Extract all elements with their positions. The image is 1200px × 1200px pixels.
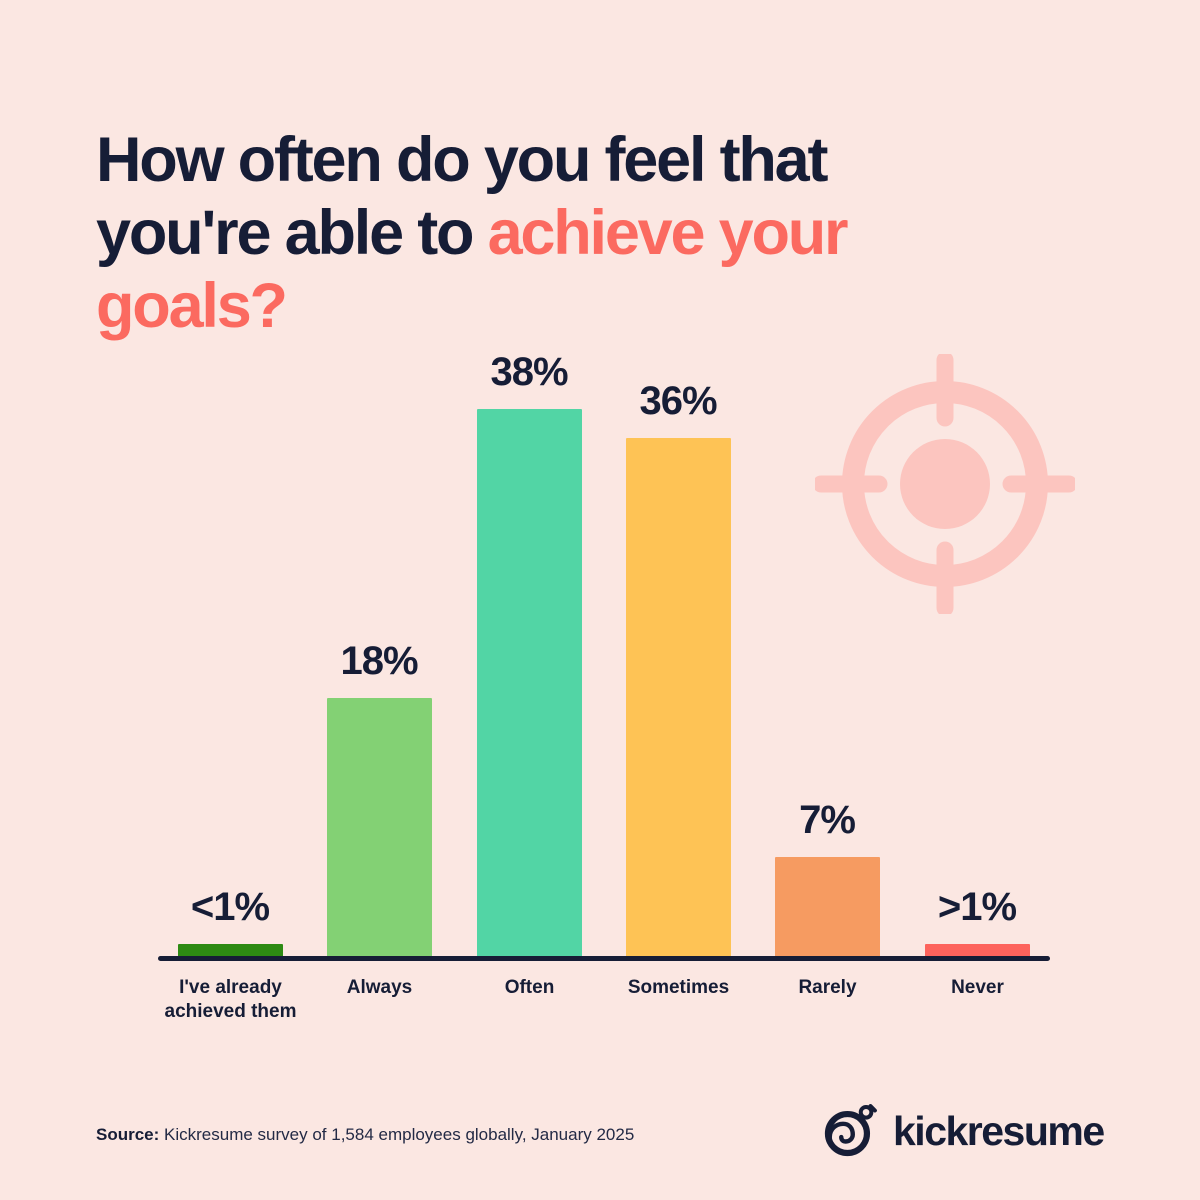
value-label-already-achieved: <1% — [190, 885, 270, 929]
source-text: Kickresume survey of 1,584 employees glo… — [159, 1125, 635, 1144]
category-label-always: Always — [346, 977, 413, 998]
value-label-sometimes: 36% — [639, 379, 717, 423]
bar-already-achieved — [178, 944, 283, 958]
bar-rarely — [775, 857, 880, 958]
kickresume-chameleon-icon — [820, 1101, 882, 1159]
source-label: Source: — [96, 1125, 160, 1144]
target-icon — [812, 351, 1078, 617]
category-label-rarely: Rarely — [798, 977, 857, 998]
value-label-rarely: 7% — [799, 798, 856, 842]
title-line1: How often do you feel that — [96, 125, 828, 196]
bar-often — [477, 409, 582, 958]
page-title: How often do you feel that you're able to… — [96, 124, 1076, 343]
title-line3-accent: goals? — [96, 271, 288, 342]
source-note: Source: Kickresume survey of 1,584 emplo… — [96, 1125, 634, 1145]
category-label-never: Never — [951, 977, 1004, 998]
title-line2-dark: you're able to — [96, 198, 488, 269]
value-label-always: 18% — [340, 639, 418, 683]
category-label-sometimes: Sometimes — [627, 977, 730, 998]
x-axis-line — [158, 956, 1050, 961]
bar-always — [327, 698, 432, 958]
kickresume-logo: kickresume — [820, 1098, 1105, 1162]
title-line2-accent: achieve your — [487, 198, 849, 269]
value-label-never: >1% — [937, 885, 1017, 929]
category-label-already-achieved: I've already achieved them — [164, 977, 297, 1022]
kickresume-wordmark: kickresume — [893, 1107, 1105, 1154]
category-label-often: Often — [504, 977, 555, 998]
bar-sometimes — [626, 438, 731, 958]
value-label-often: 38% — [490, 350, 568, 394]
bar-never — [925, 944, 1030, 958]
